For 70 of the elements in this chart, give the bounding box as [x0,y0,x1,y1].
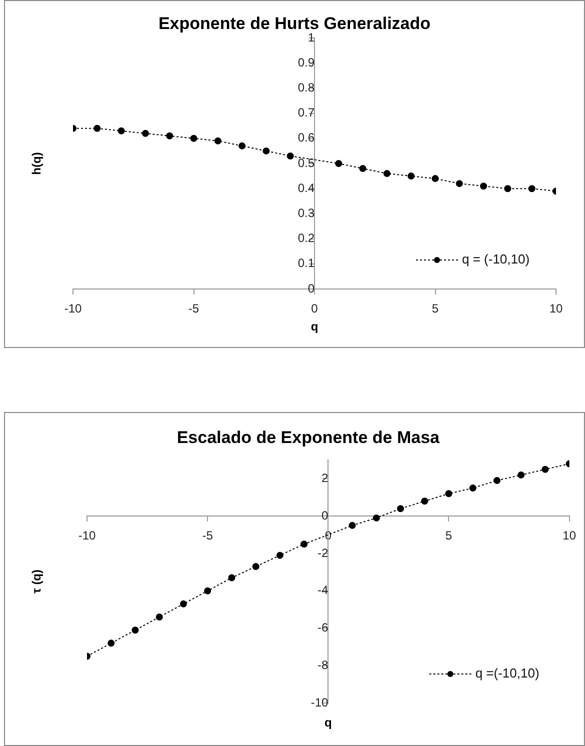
y-tick-label: 0.8 [298,80,315,95]
x-tick-label: -10 [64,302,82,316]
y-tick-label: 0.6 [298,130,315,145]
chart-title: Escalado de Exponente de Masa [176,428,440,447]
point [518,471,525,478]
point [214,137,222,144]
point [528,185,536,192]
y-tick-label: 0 [308,281,315,296]
x-tick-label: 10 [549,302,563,316]
y-tick-label: 0.1 [298,256,315,270]
x-tick-label: 5 [445,528,452,543]
y-tick-label: 2 [321,471,328,486]
y-tick-label: 0.4 [298,180,315,195]
y-tick-label: 1 [308,30,315,44]
y-axis-title: τ (q) [29,569,44,594]
point [94,124,101,132]
point [432,175,439,182]
y-tick-label: 0.2 [298,231,315,246]
x-axis-title: q [310,319,318,334]
y-tick-label: -10 [310,695,328,710]
y-tick-label: -4 [317,583,328,598]
point [300,540,308,548]
x-tick-label: 5 [432,302,439,316]
point [359,165,366,172]
point [180,600,187,608]
legend-label: q =(-10,10) [475,666,540,681]
y-tick-label: 0.3 [298,206,315,220]
point [469,484,476,492]
point [142,130,149,137]
point [156,614,163,621]
point [166,132,174,140]
point [286,152,294,160]
y-tick-label: 0.5 [298,156,315,170]
point [456,180,463,188]
point [118,127,125,134]
x-axis-title: q [324,715,332,730]
x-tick-label: 10 [562,528,576,543]
point [190,134,198,142]
y-axis-title: h(q) [29,152,44,175]
y-tick-label: -6 [317,620,328,635]
point [204,587,212,594]
point [445,490,452,498]
y-tick-label: -2 [317,546,328,560]
point [335,160,342,167]
chart-title: Exponente de Hurts Generalizado [158,14,431,33]
point [276,552,284,559]
legend-label: q = (-10,10) [462,252,530,267]
point [132,626,139,634]
x-tick-label: -5 [202,528,214,543]
y-tick-label: -8 [317,658,328,672]
point [421,498,428,505]
point [542,466,549,473]
point [504,185,512,192]
point [493,477,500,484]
point [108,640,115,647]
x-tick-label: -5 [188,302,200,316]
x-tick-label: -10 [78,528,96,543]
point [238,142,246,150]
point [252,563,260,570]
point [262,147,270,154]
y-tick-label: 0 [321,508,328,522]
point [228,574,236,582]
point [372,514,380,522]
point [408,172,415,180]
y-tick-label: 0.9 [298,55,315,70]
point [480,182,488,190]
y-tick-label: 0.7 [298,106,315,120]
point [348,522,356,529]
point [383,170,390,178]
point [397,505,404,512]
